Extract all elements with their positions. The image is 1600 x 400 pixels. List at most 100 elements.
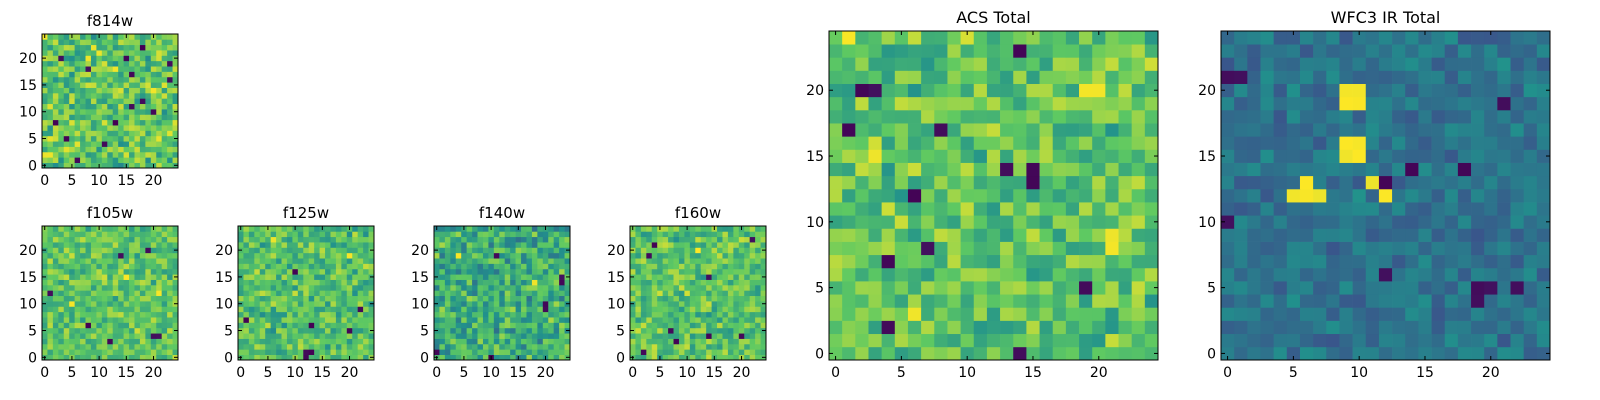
heatmap-cell bbox=[161, 141, 168, 147]
heatmap-cell bbox=[493, 263, 500, 270]
heatmap-cell bbox=[646, 333, 653, 339]
heatmap-cell bbox=[434, 333, 440, 339]
heatmap-cell bbox=[1247, 136, 1261, 150]
heatmap-cell bbox=[553, 317, 560, 323]
heatmap-cell bbox=[531, 247, 538, 254]
heatmap-cell bbox=[829, 123, 843, 137]
heatmap-cell bbox=[80, 34, 86, 40]
heatmap-cell bbox=[1079, 175, 1093, 190]
panel-title: WFC3 IR Total bbox=[1331, 8, 1441, 27]
heatmap-cell bbox=[1118, 70, 1133, 84]
heatmap-cell bbox=[134, 119, 141, 126]
heatmap-cell bbox=[259, 290, 266, 297]
heatmap-cell bbox=[482, 231, 489, 238]
heatmap-cell bbox=[63, 274, 70, 280]
heatmap-cell bbox=[504, 290, 511, 297]
heatmap-cell bbox=[1026, 175, 1040, 190]
heatmap-cell bbox=[662, 252, 669, 259]
heatmap-cell bbox=[461, 338, 467, 345]
heatmap-cell bbox=[646, 258, 653, 264]
heatmap-cell bbox=[1444, 136, 1459, 150]
heatmap-cell bbox=[129, 141, 135, 147]
heatmap-cell bbox=[80, 82, 86, 88]
heatmap-cell bbox=[335, 290, 342, 297]
heatmap-cell bbox=[96, 87, 103, 94]
heatmap-cell bbox=[695, 301, 702, 307]
heatmap-cell bbox=[1065, 333, 1080, 348]
heatmap-cell bbox=[1260, 162, 1274, 177]
heatmap-cell bbox=[668, 252, 674, 259]
heatmap-cell bbox=[1221, 228, 1235, 242]
heatmap-cell bbox=[907, 294, 922, 308]
heatmap-cell bbox=[733, 306, 740, 313]
heatmap-cell bbox=[74, 236, 81, 243]
heatmap-cell bbox=[74, 317, 81, 323]
heatmap-cell bbox=[678, 263, 685, 270]
heatmap-cell bbox=[678, 306, 685, 313]
heatmap-cell bbox=[717, 306, 723, 313]
heatmap-cell bbox=[96, 327, 103, 334]
heatmap-cell bbox=[238, 263, 244, 270]
heatmap-cell bbox=[1026, 320, 1040, 335]
heatmap-cell bbox=[640, 343, 647, 350]
heatmap-cell bbox=[156, 34, 163, 40]
heatmap-cell bbox=[123, 231, 130, 238]
heatmap-cell bbox=[444, 247, 451, 254]
heatmap-cell bbox=[973, 44, 988, 58]
heatmap-cell bbox=[526, 311, 533, 318]
heatmap-cell bbox=[559, 226, 565, 232]
heatmap-cell bbox=[1352, 175, 1367, 190]
heatmap-cell bbox=[134, 242, 141, 248]
heatmap-cell bbox=[96, 135, 103, 142]
heatmap-cell bbox=[1352, 83, 1367, 98]
heatmap-cell bbox=[161, 349, 168, 355]
heatmap-cell bbox=[1536, 267, 1551, 282]
heatmap-cell bbox=[281, 268, 288, 275]
heatmap-cell bbox=[325, 327, 331, 334]
heatmap-cell bbox=[74, 60, 81, 67]
heatmap-cell bbox=[829, 57, 843, 71]
heatmap-cell bbox=[303, 279, 310, 286]
heatmap-cell bbox=[1286, 83, 1301, 98]
heatmap-cell bbox=[286, 274, 293, 280]
heatmap-cell bbox=[1260, 83, 1274, 98]
heatmap-cell bbox=[96, 311, 103, 318]
heatmap-cell bbox=[1079, 31, 1093, 45]
heatmap-cell bbox=[461, 343, 467, 350]
heatmap-cell bbox=[69, 295, 75, 302]
heatmap-cell bbox=[700, 322, 707, 329]
heatmap-cell bbox=[156, 311, 163, 318]
heatmap-cell bbox=[868, 83, 882, 98]
heatmap-cell bbox=[482, 354, 489, 361]
heatmap-cell bbox=[727, 284, 734, 291]
heatmap-cell bbox=[85, 284, 92, 291]
heatmap-cell bbox=[1079, 70, 1093, 84]
heatmap-cell bbox=[139, 87, 146, 94]
heatmap-cell bbox=[973, 109, 988, 124]
heatmap-cell bbox=[112, 333, 119, 339]
heatmap-cell bbox=[482, 338, 489, 345]
heatmap-cell bbox=[477, 349, 484, 355]
heatmap-cell bbox=[1313, 57, 1327, 71]
heatmap-cell bbox=[85, 236, 92, 243]
heatmap-cell bbox=[80, 263, 86, 270]
heatmap-cell bbox=[1523, 241, 1538, 256]
heatmap-cell bbox=[101, 317, 108, 323]
heatmap-cell bbox=[744, 268, 751, 275]
heatmap-cell bbox=[973, 346, 988, 361]
heatmap-cell bbox=[139, 311, 146, 318]
heatmap-cell bbox=[292, 343, 299, 350]
heatmap-cell bbox=[167, 66, 173, 72]
heatmap-cell bbox=[717, 333, 723, 339]
heatmap-cell bbox=[960, 333, 975, 348]
heatmap-cell bbox=[439, 279, 446, 286]
heatmap-cell bbox=[521, 333, 527, 339]
heatmap-cell bbox=[286, 338, 293, 345]
heatmap-cell bbox=[319, 322, 326, 329]
heatmap-cell bbox=[973, 96, 988, 111]
heatmap-cell bbox=[80, 135, 86, 142]
heatmap-cell bbox=[678, 322, 685, 329]
heatmap-cell bbox=[1079, 202, 1093, 216]
heatmap-cell bbox=[1523, 175, 1538, 190]
y-tick-label: 5 bbox=[420, 324, 429, 340]
